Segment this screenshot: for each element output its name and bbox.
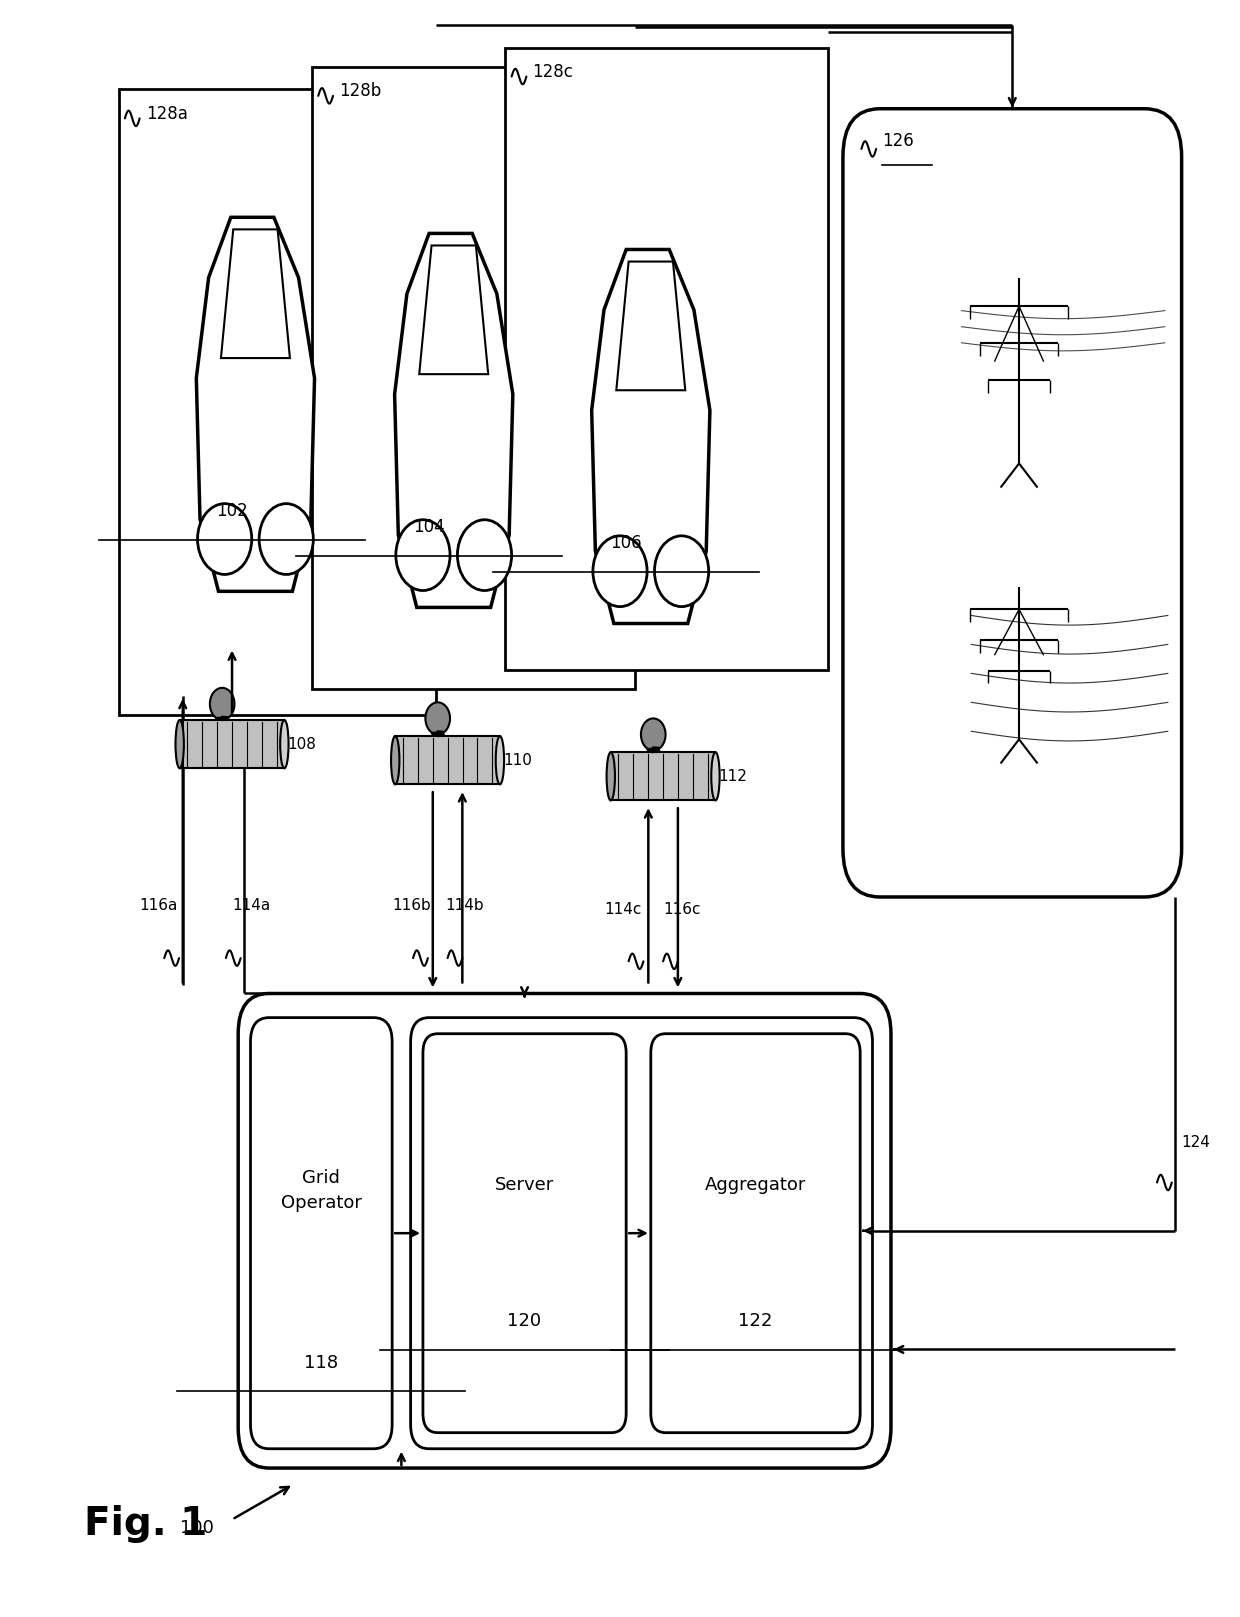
Text: 118: 118 [304,1353,339,1371]
Polygon shape [591,249,711,624]
Circle shape [210,687,234,720]
Bar [119,89,436,715]
FancyBboxPatch shape [238,993,892,1468]
Ellipse shape [712,752,719,800]
Text: 128a: 128a [146,105,187,123]
Polygon shape [394,233,513,608]
Circle shape [425,702,450,734]
Text: 114c: 114c [604,902,641,917]
Text: Fig. 1: Fig. 1 [84,1505,207,1543]
Bar [180,720,284,768]
FancyBboxPatch shape [423,1033,626,1433]
Text: 116c: 116c [663,902,701,917]
Polygon shape [196,217,315,592]
Text: 128c: 128c [532,63,573,81]
Text: 116b: 116b [392,897,430,912]
Text: 104: 104 [413,517,445,535]
Polygon shape [419,246,489,374]
FancyBboxPatch shape [651,1033,861,1433]
Circle shape [458,519,512,590]
FancyBboxPatch shape [410,1017,873,1449]
Text: 114b: 114b [445,897,484,912]
Ellipse shape [496,736,505,784]
Text: 124: 124 [1182,1135,1210,1150]
Text: 116a: 116a [140,897,179,912]
Text: 106: 106 [610,534,642,551]
Text: 126: 126 [883,133,914,150]
Polygon shape [221,230,290,357]
Text: 100: 100 [180,1518,213,1536]
FancyBboxPatch shape [250,1017,392,1449]
Text: 102: 102 [216,501,248,521]
Ellipse shape [606,752,615,800]
Text: 112: 112 [718,768,748,784]
Circle shape [655,535,709,606]
Text: 122: 122 [738,1311,773,1329]
Text: Grid
Operator: Grid Operator [281,1169,362,1211]
Text: Aggregator: Aggregator [704,1176,806,1195]
Circle shape [259,503,314,574]
Polygon shape [616,262,686,390]
Bar [506,47,828,669]
Ellipse shape [176,720,184,768]
FancyBboxPatch shape [843,108,1182,897]
Bar [396,736,500,784]
Text: Server: Server [495,1176,554,1195]
Text: 110: 110 [503,754,532,768]
Circle shape [197,503,252,574]
Ellipse shape [280,720,289,768]
Text: 128b: 128b [340,82,382,100]
Text: 114a: 114a [232,897,270,912]
Ellipse shape [391,736,399,784]
Circle shape [641,718,666,750]
Text: 108: 108 [288,737,316,752]
Text: 120: 120 [507,1311,542,1329]
Circle shape [593,535,647,606]
Bar [312,66,635,689]
Circle shape [396,519,450,590]
Bar [611,752,715,800]
